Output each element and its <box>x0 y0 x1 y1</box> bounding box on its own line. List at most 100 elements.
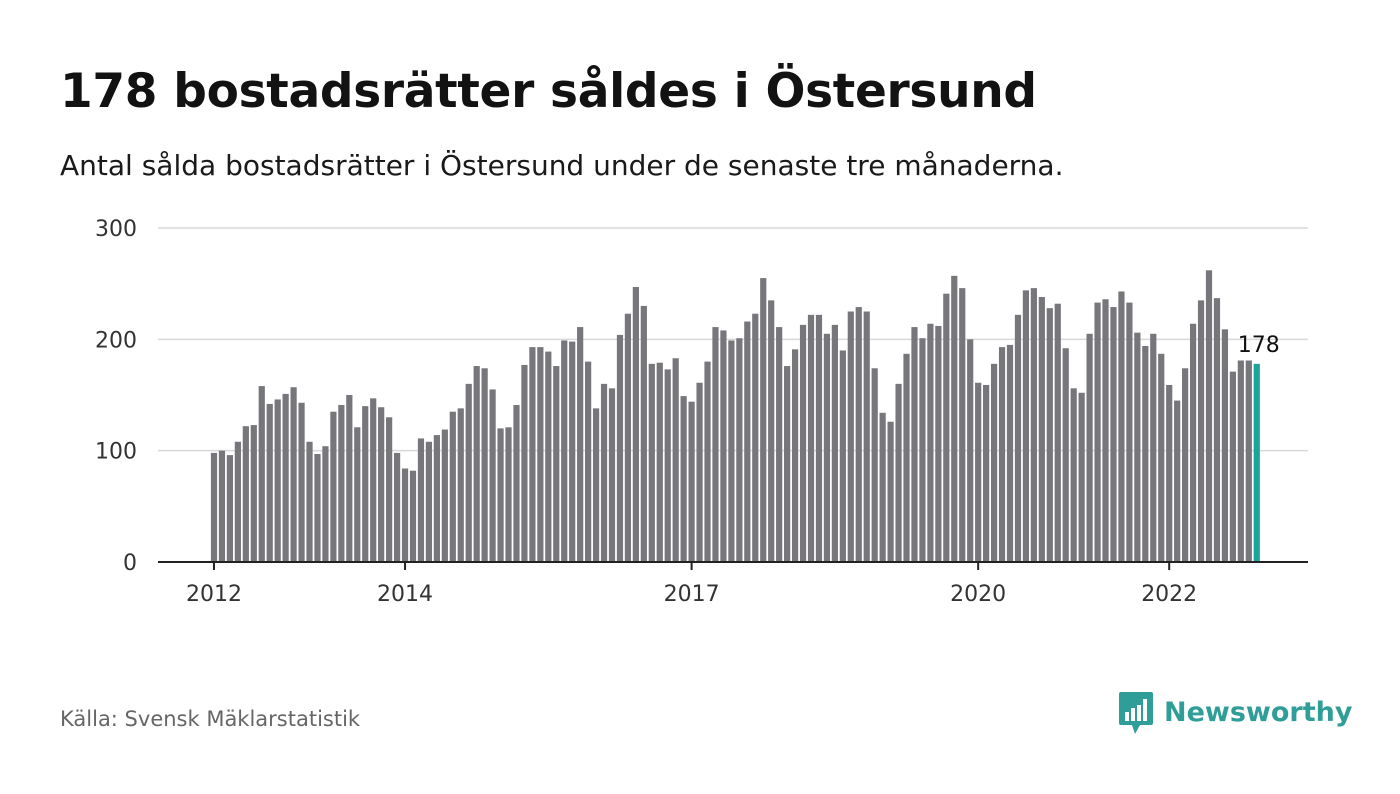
bar <box>417 438 425 562</box>
bar <box>1126 302 1133 562</box>
bar <box>569 341 576 562</box>
bar <box>696 382 703 562</box>
bar <box>386 417 393 562</box>
bar <box>1197 300 1205 562</box>
bar <box>975 382 982 562</box>
bar <box>1229 371 1236 562</box>
bar <box>242 426 249 562</box>
bar <box>378 407 385 562</box>
bar <box>1062 348 1069 562</box>
bar <box>752 313 759 562</box>
bar <box>449 411 456 562</box>
bar <box>744 321 751 562</box>
bar <box>911 327 918 562</box>
bar <box>760 278 767 562</box>
y-tick-label: 300 <box>95 217 137 242</box>
bar <box>362 406 369 562</box>
bar <box>608 388 616 562</box>
bar <box>656 362 663 562</box>
bar <box>688 401 695 562</box>
bar <box>1189 323 1197 562</box>
bar <box>234 441 241 562</box>
bar <box>807 314 815 562</box>
bar <box>489 389 496 562</box>
bar <box>728 340 735 562</box>
bar <box>1030 288 1037 562</box>
bar <box>1118 291 1125 562</box>
bar <box>879 412 886 562</box>
bar <box>871 368 878 562</box>
bar <box>266 403 273 562</box>
x-tick-label: 2014 <box>377 582 433 607</box>
bar <box>457 408 464 562</box>
bar <box>505 427 512 562</box>
bar <box>799 324 807 562</box>
bar <box>1046 308 1053 562</box>
bar <box>1006 344 1014 562</box>
bar <box>250 425 257 562</box>
bar <box>537 347 544 562</box>
bar <box>863 311 870 562</box>
bar <box>1086 333 1093 562</box>
bar <box>847 311 854 562</box>
bar <box>497 428 504 562</box>
bar <box>210 452 218 562</box>
bar <box>704 361 711 562</box>
bar <box>346 395 353 562</box>
bar <box>529 347 536 562</box>
bar <box>672 358 679 562</box>
x-tick-label: 2022 <box>1141 582 1197 607</box>
bar <box>1150 333 1157 562</box>
bar <box>600 383 608 562</box>
bar-chart-speech-bubble-icon <box>1119 692 1153 734</box>
y-tick-label: 100 <box>95 440 137 465</box>
bar <box>298 402 305 562</box>
bar <box>561 340 568 562</box>
bar <box>465 383 472 562</box>
bar <box>1245 360 1252 562</box>
bar <box>776 327 783 562</box>
y-tick-label: 200 <box>95 328 137 353</box>
bar <box>409 470 417 562</box>
bar <box>839 350 846 562</box>
bar <box>983 384 990 562</box>
bar <box>903 353 910 562</box>
bar <box>1166 384 1173 562</box>
bar <box>1142 346 1149 562</box>
bar <box>855 307 862 562</box>
bar <box>226 455 234 562</box>
brand-name: Newsworthy <box>1164 697 1353 728</box>
bar <box>1022 290 1030 562</box>
bar <box>815 314 823 562</box>
bar <box>354 427 361 562</box>
bar <box>1205 270 1213 562</box>
bar <box>481 368 488 562</box>
bar <box>258 386 265 562</box>
bar <box>680 396 687 562</box>
bar <box>712 327 719 562</box>
bar <box>632 287 639 562</box>
bar <box>314 454 321 562</box>
bar <box>951 275 958 562</box>
bar <box>990 363 998 562</box>
bar <box>720 330 727 562</box>
bar <box>338 405 345 562</box>
bar <box>513 405 520 562</box>
bar <box>473 366 480 562</box>
bar <box>736 338 743 562</box>
x-tick-label: 2020 <box>950 582 1006 607</box>
highlight-value-label: 178 <box>1238 333 1280 358</box>
bar <box>322 446 329 562</box>
bar <box>919 338 926 562</box>
bar <box>585 361 592 562</box>
bar <box>274 399 281 562</box>
brand-logo[interactable]: Newsworthy <box>1118 690 1352 736</box>
bar <box>290 387 297 562</box>
bar <box>895 383 902 562</box>
bar <box>998 347 1006 562</box>
bar <box>401 468 409 562</box>
bar <box>1134 332 1141 562</box>
bar <box>1221 329 1229 562</box>
bar <box>887 421 894 562</box>
y-tick-label: 0 <box>123 551 137 576</box>
